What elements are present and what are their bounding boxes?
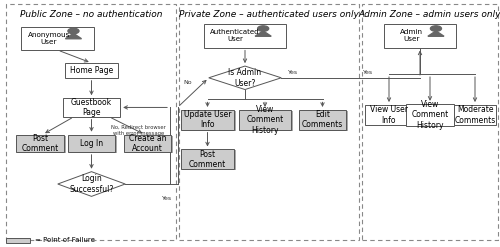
Bar bbox=[183, 111, 236, 131]
Bar bbox=[126, 136, 174, 153]
Circle shape bbox=[68, 28, 79, 34]
Text: Update User
Info: Update User Info bbox=[184, 110, 231, 129]
Bar bbox=[362, 4, 498, 240]
Circle shape bbox=[430, 26, 442, 31]
Bar bbox=[22, 27, 94, 50]
Bar bbox=[124, 135, 171, 152]
Bar bbox=[68, 135, 115, 152]
Bar bbox=[183, 150, 236, 170]
Bar bbox=[301, 111, 348, 131]
Text: No: No bbox=[184, 80, 192, 85]
Text: Post
Comment: Post Comment bbox=[22, 134, 59, 153]
Bar bbox=[406, 104, 454, 126]
Text: No, Redirect browser
with error message: No, Redirect browser with error message bbox=[111, 125, 166, 136]
Text: Edit
Comments: Edit Comments bbox=[302, 110, 343, 129]
Bar bbox=[181, 149, 234, 169]
Bar bbox=[204, 24, 286, 48]
Polygon shape bbox=[66, 33, 82, 39]
Bar bbox=[365, 105, 413, 125]
Polygon shape bbox=[209, 66, 281, 90]
Text: Is Admin
User?: Is Admin User? bbox=[228, 68, 262, 87]
Text: Anonymous
User: Anonymous User bbox=[28, 32, 70, 45]
Bar bbox=[65, 63, 118, 78]
Bar bbox=[181, 110, 234, 130]
Bar bbox=[179, 4, 359, 240]
Bar bbox=[70, 136, 117, 153]
Text: Login
Successful?: Login Successful? bbox=[70, 174, 114, 194]
Bar bbox=[384, 24, 456, 48]
Bar bbox=[241, 111, 293, 131]
Text: Guestbook
Page: Guestbook Page bbox=[71, 98, 112, 117]
Text: = Point of Failure: = Point of Failure bbox=[35, 237, 95, 243]
Text: Admin
User: Admin User bbox=[400, 29, 423, 42]
Text: Authenticated
User: Authenticated User bbox=[210, 29, 260, 42]
Text: Yes: Yes bbox=[362, 70, 372, 75]
Bar bbox=[454, 105, 496, 125]
Bar bbox=[63, 98, 120, 117]
Text: Public Zone – no authentication: Public Zone – no authentication bbox=[20, 10, 162, 19]
Text: Create an
Account: Create an Account bbox=[129, 134, 166, 153]
Text: View
Comment
History: View Comment History bbox=[246, 105, 284, 135]
Bar bbox=[18, 136, 66, 153]
Bar bbox=[16, 135, 64, 152]
Text: Moderate
Comments: Moderate Comments bbox=[454, 105, 496, 124]
Polygon shape bbox=[255, 31, 271, 36]
Bar bbox=[6, 4, 176, 240]
Polygon shape bbox=[58, 172, 125, 196]
Bar bbox=[239, 110, 291, 130]
Text: Yes: Yes bbox=[288, 70, 298, 75]
Text: View User
Info: View User Info bbox=[370, 105, 408, 124]
Text: Log In: Log In bbox=[80, 139, 103, 148]
Text: Post
Comment: Post Comment bbox=[189, 150, 226, 169]
Bar bbox=[299, 110, 346, 130]
Text: Yes: Yes bbox=[162, 196, 172, 201]
Text: View
Comment
History: View Comment History bbox=[412, 100, 449, 130]
Bar bbox=[6, 238, 30, 243]
Polygon shape bbox=[428, 31, 444, 36]
Text: Admin Zone – admin users only: Admin Zone – admin users only bbox=[358, 10, 500, 19]
Text: Private Zone – authenticated users only: Private Zone – authenticated users only bbox=[179, 10, 359, 19]
Text: Home Page: Home Page bbox=[70, 66, 113, 75]
Circle shape bbox=[258, 26, 268, 31]
